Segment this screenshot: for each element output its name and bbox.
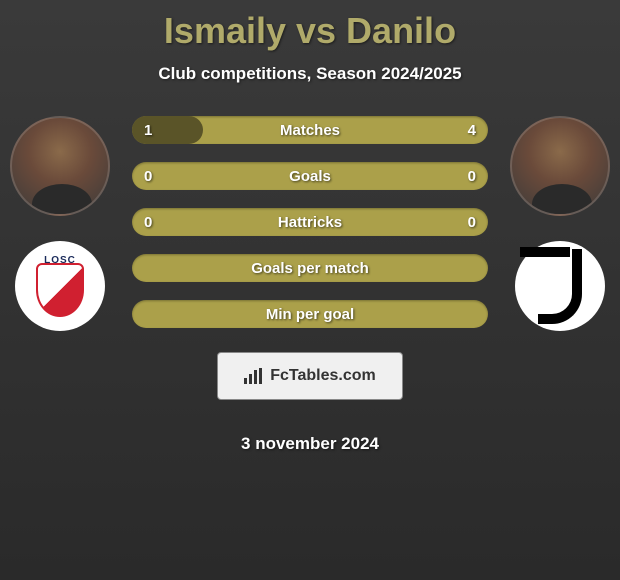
left-column: LOSC [10, 116, 110, 331]
stat-bar-min-per-goal: Min per goal [132, 300, 488, 328]
stat-label: Hattricks [278, 214, 342, 231]
stat-label: Matches [280, 122, 340, 139]
brand-text: FcTables.com [270, 367, 376, 385]
page-title: Ismaily vs Danilo [10, 10, 610, 52]
player-left-photo [10, 116, 110, 216]
stat-fill [132, 116, 203, 144]
losc-shield-icon [36, 263, 84, 317]
stat-bar-hattricks: 0 Hattricks 0 [132, 208, 488, 236]
stat-right-value: 4 [468, 122, 476, 139]
losc-text: LOSC [44, 255, 76, 266]
main-row: LOSC 1 Matches 4 0 Goals 0 0 Hattricks 0 [10, 116, 610, 454]
right-column [510, 116, 610, 331]
stat-left-value: 0 [144, 214, 152, 231]
page-subtitle: Club competitions, Season 2024/2025 [10, 64, 610, 84]
player-right-photo [510, 116, 610, 216]
stat-left-value: 0 [144, 168, 152, 185]
stat-right-value: 0 [468, 214, 476, 231]
stat-bar-goals-per-match: Goals per match [132, 254, 488, 282]
club-right-logo [515, 241, 605, 331]
stat-left-value: 1 [144, 122, 152, 139]
chart-icon [244, 368, 264, 384]
stat-label: Goals per match [251, 260, 369, 277]
stat-right-value: 0 [468, 168, 476, 185]
comparison-card: Ismaily vs Danilo Club competitions, Sea… [0, 0, 620, 459]
brand-box: FcTables.com [217, 352, 403, 400]
stat-bar-goals: 0 Goals 0 [132, 162, 488, 190]
stat-bar-matches: 1 Matches 4 [132, 116, 488, 144]
stat-label: Min per goal [266, 306, 354, 323]
stat-label: Goals [289, 168, 331, 185]
club-left-logo: LOSC [15, 241, 105, 331]
stats-column: 1 Matches 4 0 Goals 0 0 Hattricks 0 Goal… [110, 116, 510, 454]
date-text: 3 november 2024 [241, 434, 379, 454]
juventus-logo-icon [530, 249, 590, 324]
